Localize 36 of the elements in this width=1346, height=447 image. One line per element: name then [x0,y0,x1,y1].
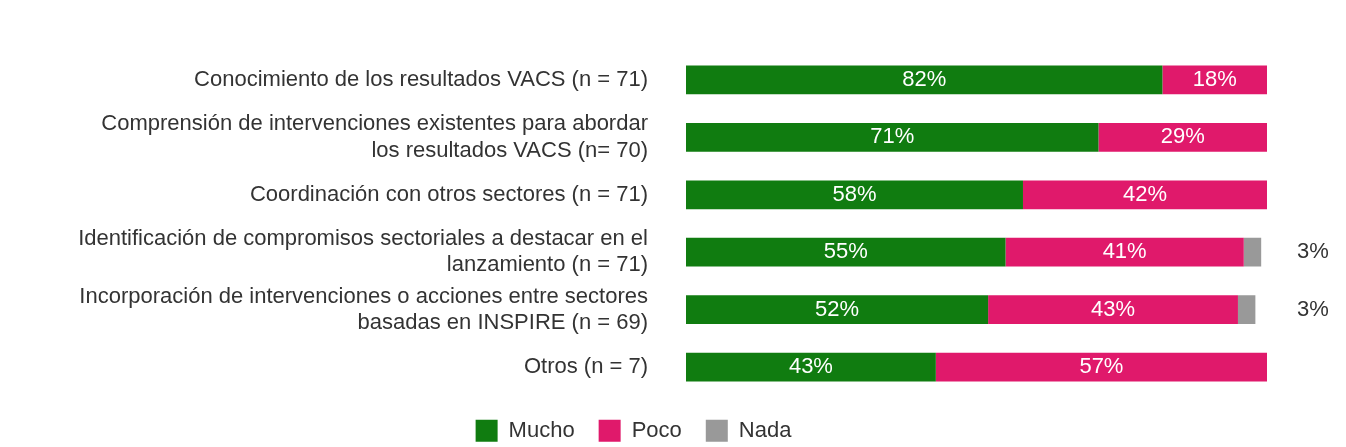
legend-label: Nada [738,416,793,442]
y-tick-label: Identificación de compromisos sectoriales a destacar en el lanzamiento (n = 71) [78,225,648,277]
bar [686,122,1099,152]
legend-label: Poco [631,416,682,442]
data-label: 29% [1160,123,1205,149]
data-label: 42% [1122,180,1168,206]
data-label: 43% [1091,295,1136,321]
bar [1022,180,1267,210]
data-label: 3% [1297,238,1329,264]
data-label: 52% [815,295,860,321]
bar [686,237,1006,267]
legend-label: Mucho [508,416,575,442]
data-label: 55% [823,238,868,264]
y-tick-label: Conocimiento de los resultados VACS (n = 71) [194,65,648,91]
bar [1005,237,1244,267]
data-label: 82% [902,65,947,91]
data-label: 41% [1102,238,1147,264]
data-label: 43% [788,353,833,379]
bar [686,295,989,325]
bar [1237,295,1256,325]
y-tick-label: Comprensión de intervenciones existentes para abordar los resultados VACS (n= 70) [101,110,648,162]
bar [1243,237,1262,267]
data-label: 58% [832,180,877,206]
y-tick-label: Otros (n = 7) [523,353,648,379]
bar [686,180,1023,210]
bar [686,65,1163,95]
data-label: 3% [1297,295,1329,321]
bar [686,352,936,382]
bar [988,295,1238,325]
data-label: 18% [1192,65,1237,91]
bar [1098,122,1267,152]
y-tick-label: Incorporación de intervenciones o acciones entre sectores basadas en INSPIRE (n = 69) [79,282,648,334]
bar [935,352,1267,382]
y-tick-label: Coordinación con otros sectores (n = 71) [249,180,648,206]
data-label: 71% [870,123,915,149]
data-label: 57% [1079,353,1124,379]
